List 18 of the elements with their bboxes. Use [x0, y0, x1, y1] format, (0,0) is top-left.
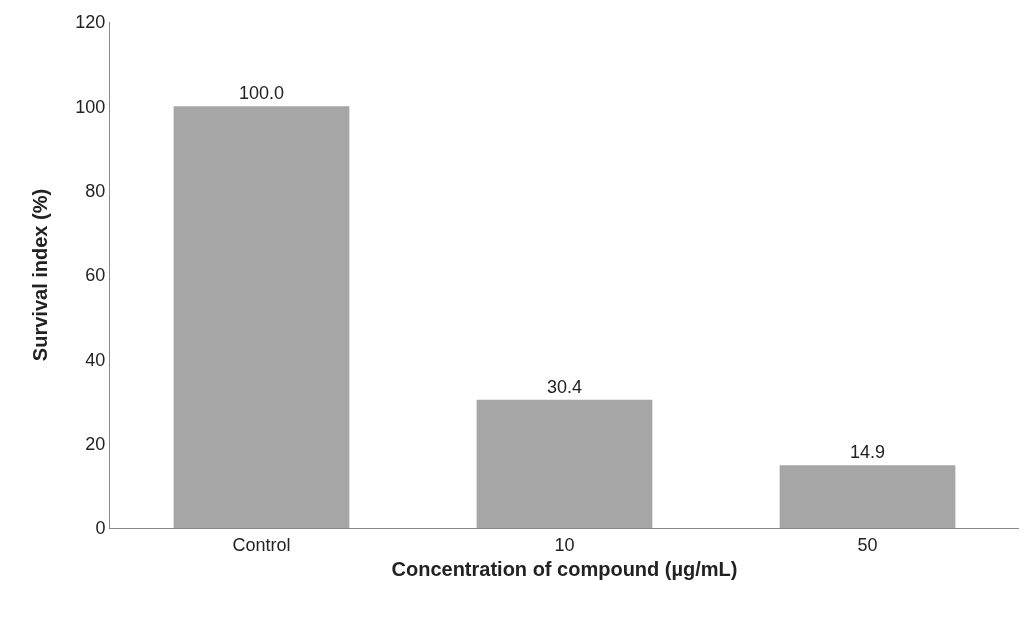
x-tick-label: Control: [232, 534, 291, 555]
bar: [779, 465, 956, 528]
y-tick-label: 120: [75, 12, 106, 33]
data-label: 100.0: [238, 83, 285, 104]
y-tick-label: 20: [85, 433, 106, 454]
data-label: 30.4: [546, 376, 583, 397]
y-tick-label: 0: [95, 518, 106, 539]
x-axis-title: Concentration of compound (µg/mL): [391, 558, 738, 581]
data-label: 14.9: [849, 442, 886, 463]
bar: [476, 399, 653, 528]
y-axis-title: Survival index (%): [28, 188, 51, 362]
x-tick-label: 50: [857, 534, 878, 555]
bar: [173, 106, 350, 528]
y-tick-label: 60: [85, 265, 106, 286]
y-tick-label: 40: [85, 349, 106, 370]
y-tick-label: 80: [85, 180, 106, 201]
y-tick-label: 100: [75, 96, 106, 117]
x-tick-label: 10: [554, 534, 575, 555]
